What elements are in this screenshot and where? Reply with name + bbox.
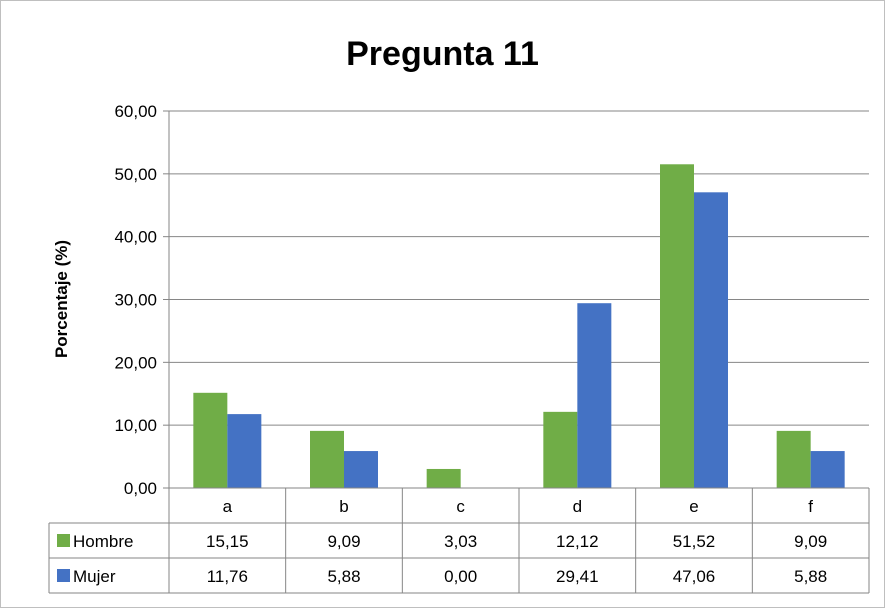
bar-hombre [543,411,578,488]
data-label: 12,12 [556,532,599,551]
bar-hombre [193,392,228,488]
category-label: c [456,497,465,516]
data-label: 9,09 [794,532,827,551]
category-label: d [573,497,582,516]
chart-title: Pregunta 11 [346,35,539,73]
y-tick-label: 10,00 [114,416,157,435]
category-label: e [689,497,698,516]
y-tick-label: 40,00 [114,228,157,247]
legend-key-mujer [57,569,70,582]
bar-hombre [310,430,344,488]
category-label: f [808,497,813,516]
data-label: 47,06 [673,567,716,586]
data-label: 5,88 [327,567,360,586]
bar-mujer [694,192,728,488]
bar-mujer [810,451,845,488]
y-tick-label: 0,00 [124,479,157,498]
data-label: 51,52 [673,532,716,551]
data-label: 29,41 [556,567,599,586]
data-label: 11,76 [207,567,248,586]
legend-label: Mujer [73,567,116,586]
legend-label: Hombre [73,532,133,551]
y-tick-label: 20,00 [114,353,157,372]
legend-key-hombre [57,534,70,547]
bar-mujer [344,451,378,488]
bar-mujer [577,303,612,488]
category-label: a [223,497,233,516]
data-label: 3,03 [444,532,477,551]
bar-mujer [227,414,262,488]
bar-hombre [426,468,461,488]
bar-hombre [776,430,811,488]
data-label: 9,09 [327,532,360,551]
y-tick-label: 50,00 [114,165,157,184]
data-label: 5,88 [794,567,827,586]
bar-hombre [660,164,694,489]
category-label: b [339,497,348,516]
y-tick-label: 30,00 [114,291,157,310]
data-label: 15,15 [206,532,249,551]
y-tick-label: 60,00 [114,102,157,121]
data-label: 0,00 [444,567,477,586]
